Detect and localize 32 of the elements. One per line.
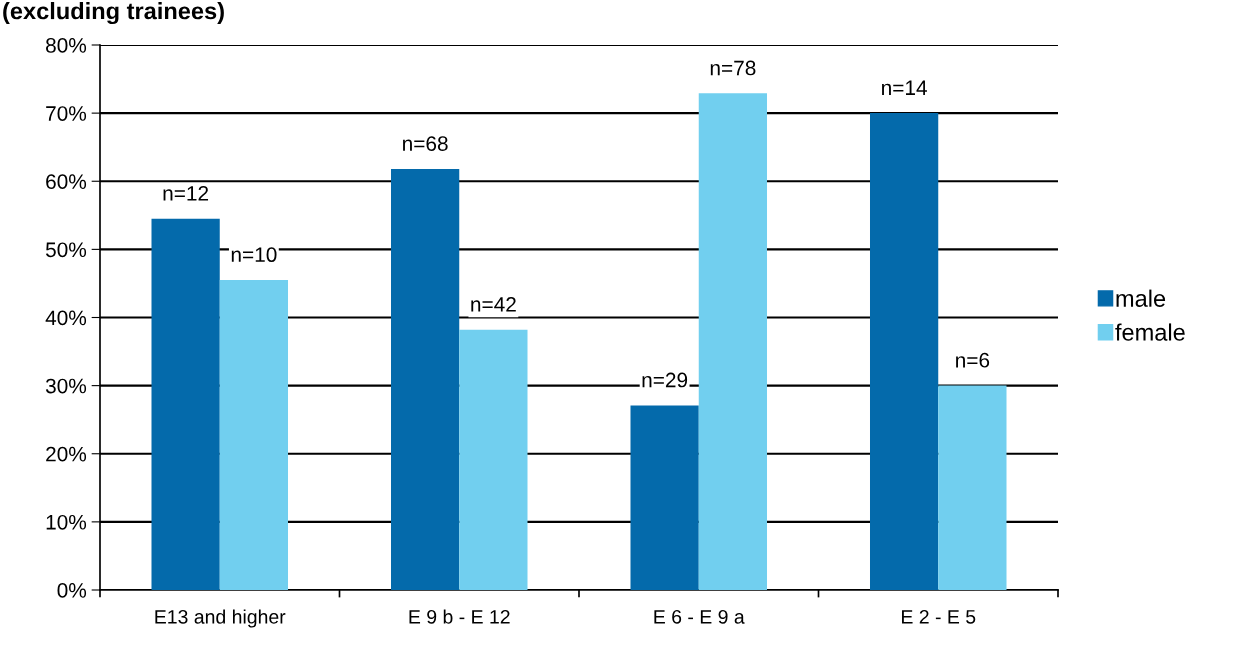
bar <box>390 168 460 590</box>
chart-title: (excluding trainees) <box>3 2 224 25</box>
bar <box>630 405 699 590</box>
legend-label: male <box>1116 289 1166 307</box>
bar <box>938 385 1007 590</box>
y-tick-label: 10% <box>46 514 87 530</box>
y-tick-label: 60% <box>46 174 87 189</box>
x-tick-label: E 6 - E 9 a <box>654 609 745 624</box>
y-tick-label: 70% <box>46 106 87 121</box>
annotation: n=12 <box>163 185 209 201</box>
y-tick-label: 0% <box>57 583 87 598</box>
annotation: n=6 <box>956 352 990 368</box>
annotation: n=42 <box>471 297 516 312</box>
bar <box>151 218 220 590</box>
annotation: n=78 <box>710 60 756 76</box>
annotation: n=10 <box>231 247 277 263</box>
x-tick-label: E 9 b - E 12 <box>409 609 510 624</box>
bar <box>698 93 768 590</box>
y-tick-label: 30% <box>45 378 87 394</box>
y-tick-label: 20% <box>46 446 87 462</box>
annotation: n=68 <box>403 136 448 151</box>
y-tick-label: 50% <box>45 242 87 258</box>
legend-label: female <box>1115 323 1185 341</box>
annotation: n=14 <box>882 80 927 95</box>
bar <box>459 329 528 590</box>
y-tick-label: 80% <box>46 38 87 53</box>
x-tick-label: E 2 - E 5 <box>902 609 976 624</box>
x-tick-label: E13 and higher <box>155 609 286 628</box>
bar <box>219 280 289 590</box>
annotation: n=29 <box>642 372 688 388</box>
bar <box>869 113 939 590</box>
y-tick-label: 40% <box>45 310 87 326</box>
